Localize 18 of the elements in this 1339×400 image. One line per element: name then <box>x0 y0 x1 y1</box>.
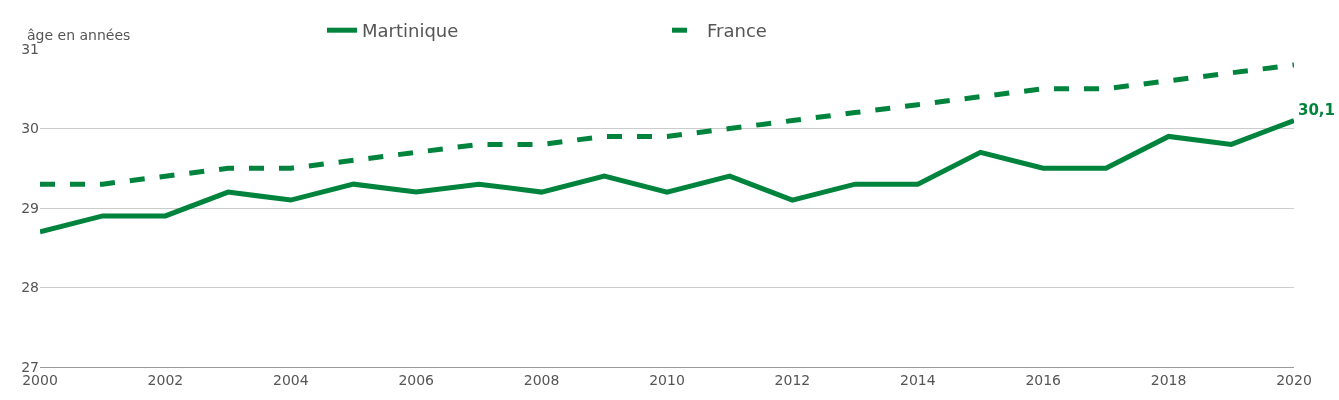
y-tick-label: 30 <box>21 120 39 137</box>
x-tick-label: 2016 <box>1025 371 1062 388</box>
y-axis-title: âge en années <box>27 27 131 43</box>
y-tick-label: 31 <box>21 40 39 57</box>
annotation: 30,1 <box>1298 101 1336 119</box>
x-tick-label: 2018 <box>1150 371 1187 388</box>
legend-label: Martinique <box>362 20 459 42</box>
x-tick-label: 2014 <box>899 371 936 388</box>
x-tick-label: 2002 <box>147 371 184 388</box>
y-tick-label: 29 <box>21 199 39 216</box>
x-tick-label: 2020 <box>1276 371 1312 388</box>
y-tick-label: 28 <box>21 279 39 296</box>
x-tick-label: 2010 <box>649 371 685 388</box>
x-tick-label: 2006 <box>398 371 435 388</box>
x-tick-label: 2004 <box>272 371 309 388</box>
x-tick-label: 2012 <box>774 371 811 388</box>
legend-label: France <box>707 20 767 42</box>
x-tick-label: 2008 <box>523 371 560 388</box>
